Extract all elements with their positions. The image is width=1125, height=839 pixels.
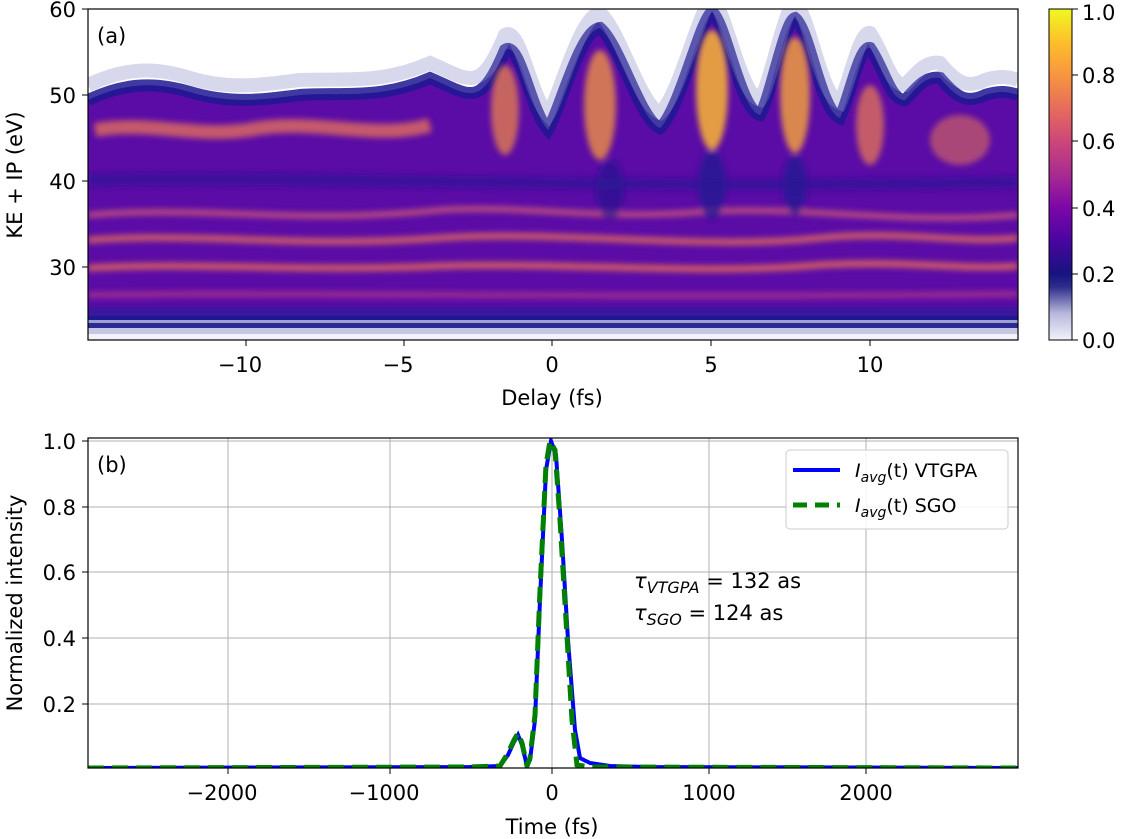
- ytick-label: 1.0: [43, 430, 76, 454]
- colorbar-tick: 0.2: [1082, 263, 1115, 287]
- ytick-label: 0.4: [43, 627, 76, 651]
- ytick-label: 40: [49, 170, 76, 194]
- panel-b-axes: [82, 440, 867, 774]
- panel-b-xlabel: Time (fs): [505, 815, 599, 839]
- xtick-label: 10: [857, 353, 884, 377]
- panel-b-frame: [87, 437, 1019, 769]
- colorbar-tick: 1.0: [1082, 1, 1115, 25]
- panel-a-x-axis: [245, 340, 871, 346]
- intensity-bands: [88, 30, 1018, 318]
- colorbar: 1.0 0.8 0.6 0.4 0.2 0.0: [1048, 1, 1115, 353]
- legend: Iavg(t) VTGPA Iavg(t) SGO: [785, 449, 1009, 530]
- ytick-label: 0.2: [43, 693, 76, 717]
- panel-b-ylabel: Normalized intensity: [3, 495, 27, 712]
- colorbar-tick: 0.4: [1082, 197, 1115, 221]
- xtick-label: 2000: [839, 781, 892, 805]
- ytick-label: 0.8: [43, 496, 76, 520]
- tau-vtgpa: τVTGPA = 132 as: [634, 569, 801, 597]
- colorbar-tick: 0.0: [1082, 329, 1115, 353]
- colorbar-tick: 0.8: [1082, 64, 1115, 88]
- legend-label-vtgpa: Iavg(t) VTGPA: [855, 460, 977, 486]
- panel-b-label: (b): [97, 453, 127, 477]
- legend-label-sgo: Iavg(t) SGO: [855, 495, 956, 521]
- panel-a-heatmap: [88, 9, 1018, 340]
- ytick-label: 50: [49, 84, 76, 108]
- panel-a-y-axis: [82, 8, 88, 268]
- ytick-label: 0.6: [43, 561, 76, 585]
- xtick-label: 0: [545, 353, 558, 377]
- xtick-label: −10: [218, 353, 262, 377]
- grid: [88, 438, 1018, 768]
- pulse-duration-annotation: τVTGPA = 132 as τSGO = 124 as: [634, 569, 801, 629]
- xtick-label: 5: [704, 353, 717, 377]
- xtick-label: 1000: [682, 781, 735, 805]
- panel-a-label: (a): [97, 24, 126, 48]
- xtick-label: 0: [545, 781, 558, 805]
- colorbar-tick: 0.6: [1082, 130, 1115, 154]
- xtick-label: −5: [383, 353, 414, 377]
- ytick-label: 60: [49, 0, 76, 22]
- tau-sgo: τSGO = 124 as: [634, 601, 783, 629]
- panel-a-frame: [87, 8, 1019, 341]
- xtick-label: −2000: [186, 781, 257, 805]
- panel-a-xlabel: Delay (fs): [501, 386, 603, 410]
- panel-a-ylabel: KE + IP (eV): [3, 111, 27, 238]
- xtick-label: −1000: [348, 781, 419, 805]
- ytick-label: 30: [49, 256, 76, 280]
